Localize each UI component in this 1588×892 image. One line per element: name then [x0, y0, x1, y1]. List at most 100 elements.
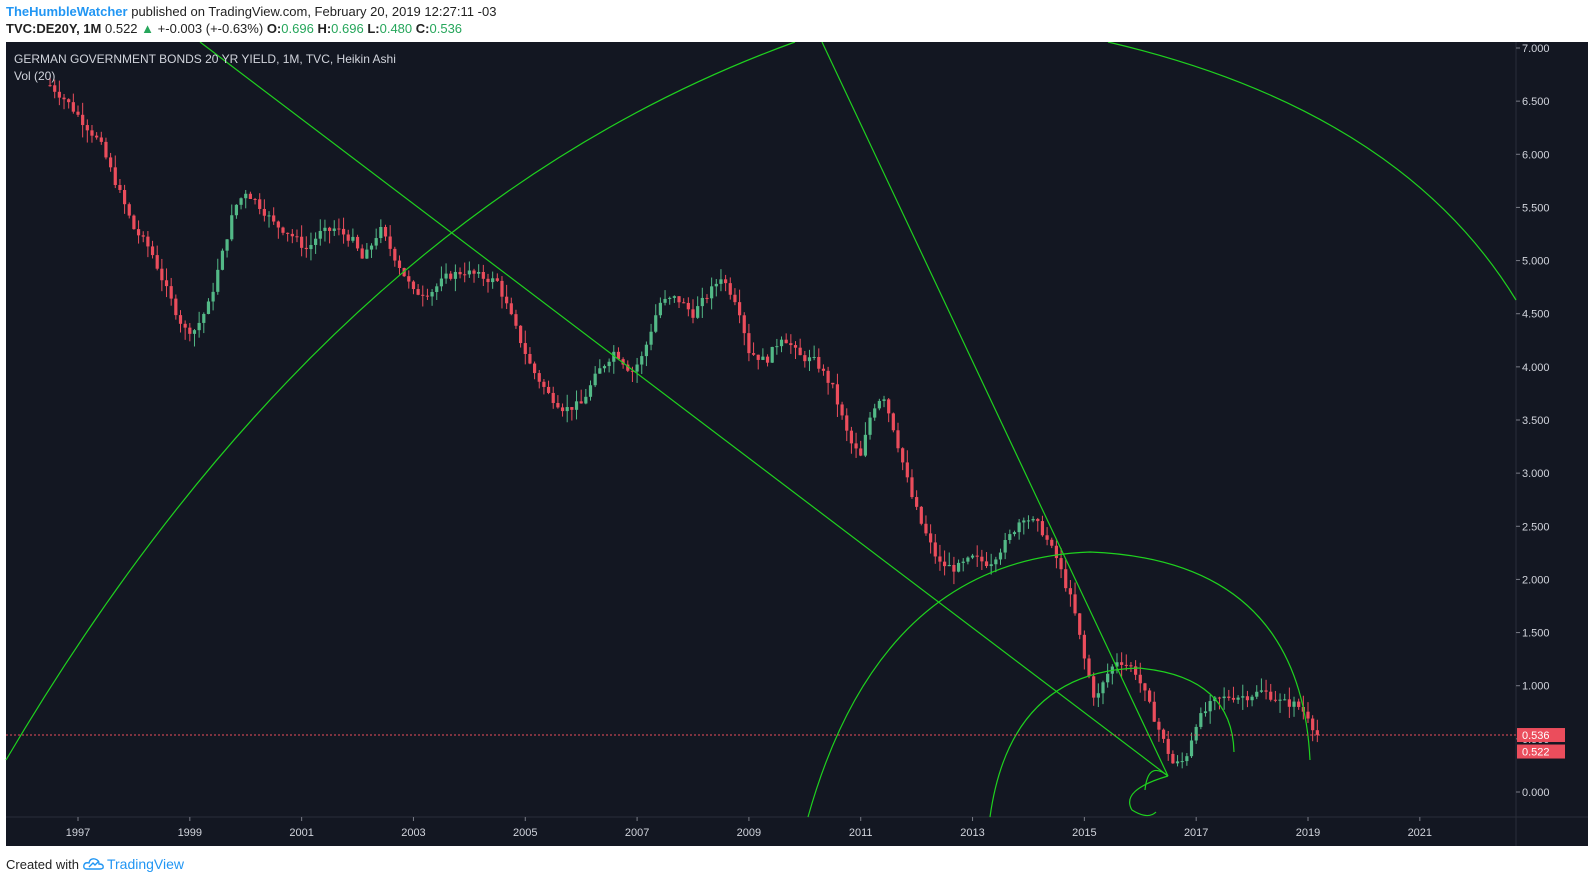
- candle-body: [733, 294, 737, 303]
- x-tick-label: 2021: [1408, 827, 1432, 839]
- candle-body: [1189, 740, 1194, 757]
- candle-body: [300, 236, 304, 248]
- candle-body: [919, 506, 923, 524]
- y-tick-label: 5.000: [1522, 256, 1550, 268]
- candle-body: [1287, 699, 1291, 707]
- candle-body: [644, 344, 649, 357]
- fib-arc-2: [807, 551, 1311, 818]
- candle-body: [635, 364, 639, 372]
- candle-body: [793, 345, 798, 348]
- candle-body: [1199, 713, 1203, 727]
- candle-body: [458, 271, 462, 275]
- candle-body: [1273, 699, 1277, 701]
- candle-body: [1017, 522, 1021, 533]
- candle-body: [905, 462, 909, 478]
- author-link[interactable]: TheHumbleWatcher: [6, 4, 128, 19]
- x-tick-label: 1999: [178, 827, 202, 839]
- candle-body: [929, 533, 933, 543]
- candle-body: [337, 228, 341, 230]
- candle-body: [849, 430, 854, 444]
- price-axis-background: [1516, 42, 1588, 817]
- candle-body: [444, 273, 448, 279]
- candle-body: [1185, 756, 1189, 762]
- candle-body: [1161, 729, 1166, 739]
- candle-body: [574, 401, 579, 410]
- candle-body: [1143, 683, 1147, 691]
- candle-body: [453, 271, 457, 279]
- candle-body: [1092, 676, 1096, 698]
- y-tick-label: 0.000: [1522, 787, 1550, 799]
- candle-body: [775, 346, 779, 348]
- candle-body: [1022, 520, 1026, 523]
- candle-body: [435, 286, 439, 293]
- candle-body: [99, 137, 103, 142]
- candle-body: [146, 236, 150, 247]
- candle-body: [1087, 658, 1091, 677]
- candle-body: [873, 408, 877, 418]
- candle-body: [323, 227, 327, 231]
- y-tick-label: 2.000: [1522, 574, 1550, 586]
- candle-body: [248, 193, 252, 200]
- candle-body: [1166, 738, 1170, 754]
- candle-body: [696, 306, 700, 318]
- candle-body: [202, 313, 206, 323]
- candle-body: [756, 354, 760, 360]
- candle-body: [565, 407, 569, 412]
- candle-body: [728, 283, 732, 295]
- candle-body: [164, 280, 169, 287]
- candle-body: [314, 238, 318, 245]
- candle-body: [649, 331, 653, 345]
- candle-body: [570, 407, 574, 410]
- candle-body: [1208, 701, 1212, 712]
- candle-body: [407, 276, 411, 282]
- candle-body: [1059, 558, 1063, 570]
- candle-body: [57, 91, 61, 98]
- candle-body: [1003, 539, 1007, 553]
- candle-body: [1082, 634, 1086, 659]
- candle-body: [360, 248, 364, 259]
- candle-body: [253, 199, 257, 201]
- y-tick-label: 4.000: [1522, 362, 1550, 374]
- candle-body: [947, 564, 951, 567]
- candle-body: [1064, 569, 1068, 589]
- candle-body: [831, 382, 835, 385]
- candle-body: [956, 562, 961, 572]
- candle-body: [206, 301, 211, 314]
- time-axis-ticks: 1997 1999 2001 2003 2005 2007 2009 2011 2013 2015…: [66, 817, 1432, 839]
- candle-body: [472, 270, 476, 274]
- candle-body: [751, 353, 756, 355]
- price-label: 0.536: [1522, 730, 1550, 742]
- candle-body: [710, 286, 714, 299]
- candle-body: [1264, 690, 1268, 692]
- candle-body: [85, 125, 89, 131]
- candle-body: [519, 325, 523, 344]
- candle-body: [467, 270, 471, 275]
- candle-body: [747, 333, 751, 354]
- x-tick-label: 1997: [66, 827, 90, 839]
- candle-body: [1138, 674, 1142, 684]
- candle-body: [742, 315, 746, 334]
- candle-body: [304, 247, 308, 250]
- candle-body: [309, 244, 313, 250]
- candle-body: [1194, 726, 1198, 741]
- candle-body: [258, 199, 262, 209]
- candle-body: [868, 417, 872, 435]
- candle-body: [896, 430, 900, 449]
- tradingview-logo[interactable]: TradingView: [83, 856, 184, 872]
- candle-body: [845, 415, 849, 431]
- candle-body: [1157, 721, 1161, 730]
- time-axis-background: [6, 817, 1588, 846]
- candle-body: [276, 221, 280, 228]
- candle-body: [598, 368, 602, 374]
- candle-body: [81, 114, 85, 126]
- candle-body: [863, 434, 867, 456]
- candle-body: [1241, 696, 1245, 698]
- candle-body: [817, 356, 821, 369]
- y-tick-label: 1.000: [1522, 681, 1550, 693]
- candle-body: [136, 229, 141, 236]
- candle-body: [160, 268, 164, 281]
- fib-arc-large: [5, 41, 796, 761]
- candle-body: [588, 385, 593, 397]
- candle-body: [1250, 696, 1254, 701]
- candle-body: [700, 297, 704, 307]
